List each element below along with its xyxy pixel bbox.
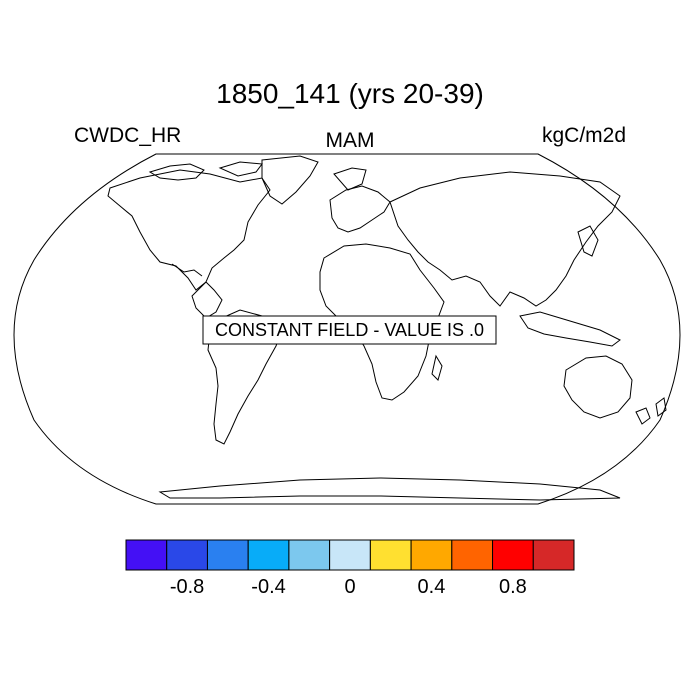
variable-label: CWDC_HR [74,124,182,147]
coastlines [107,155,667,501]
plot-title: 1850_141 (yrs 20-39) [216,78,484,109]
colorbar [125,539,575,571]
colorbar-tick-label: -0.4 [251,576,286,598]
colorbar-swatch [492,539,534,571]
notice-box [202,315,497,345]
colorbar-swatch [410,539,453,571]
units-label: kgC/m2d [541,124,626,147]
colorbar-swatch [125,539,168,571]
colorbar-swatch [288,539,331,571]
colorbar-swatch [247,539,290,571]
colorbar-swatch [369,539,412,571]
season-label: MAM [325,129,375,152]
colorbar-swatch [206,539,249,571]
colorbar-tick-label: 0.8 [499,576,527,598]
colorbar-swatch [451,539,494,571]
colorbar-tick-label: -0.8 [169,576,205,598]
colorbar-tick-label: 0 [344,576,356,598]
colorbar-swatch [329,539,371,571]
colorbar-tick-label: 0.4 [417,576,446,598]
notice-text: CONSTANT FIELD - VALUE IS .0 [215,320,484,340]
colorbar-swatch [166,539,208,571]
colorbar-swatch [532,539,575,571]
